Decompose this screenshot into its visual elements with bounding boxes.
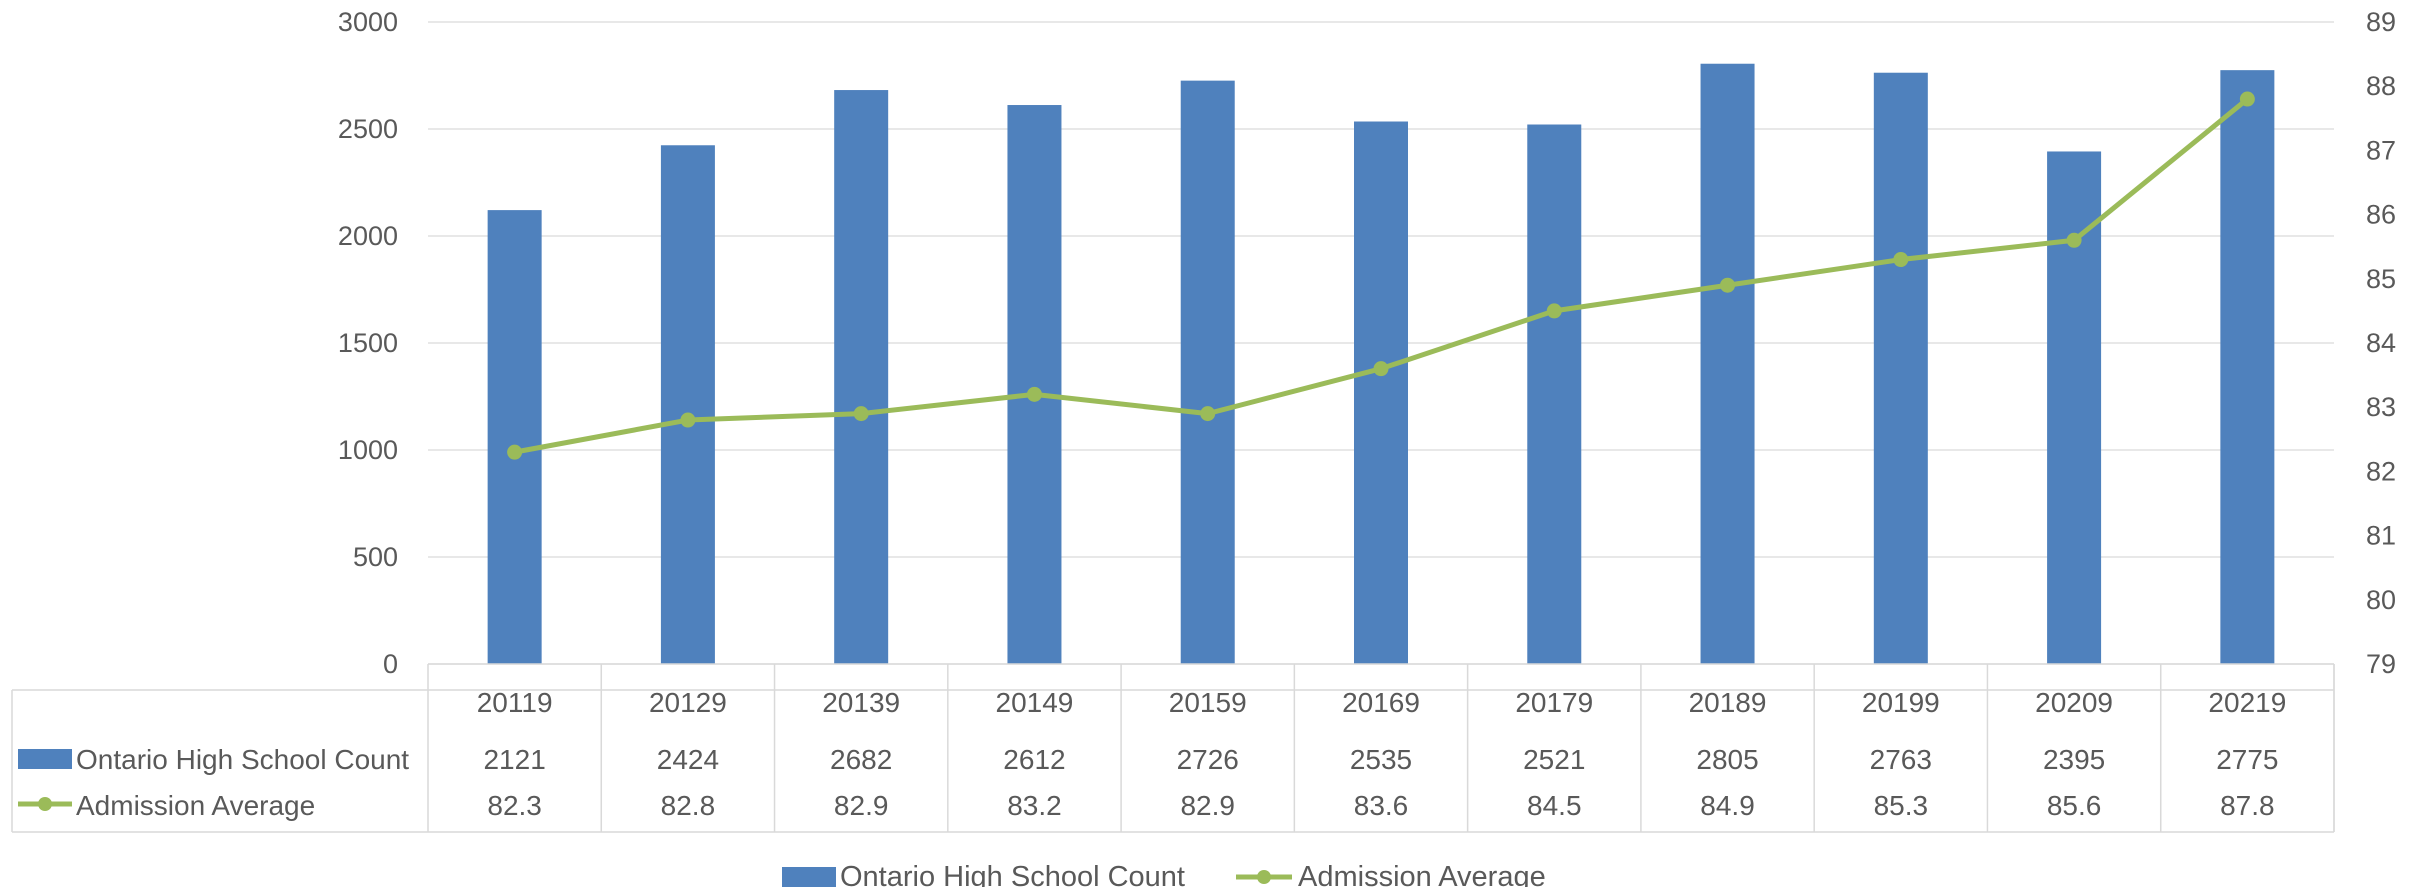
table-value: 87.8 <box>2220 790 2275 821</box>
legend-label: Ontario High School Count <box>840 861 1185 887</box>
table-value: 2775 <box>2216 744 2278 775</box>
table-value: 84.9 <box>1700 790 1755 821</box>
x-tick-label: 20209 <box>2035 687 2113 718</box>
line-point <box>680 412 696 428</box>
line-point <box>507 444 523 460</box>
y-tick-label: 500 <box>353 542 398 572</box>
table-value: 2121 <box>483 744 545 775</box>
table-value: 83.6 <box>1354 790 1409 821</box>
line-point <box>2239 91 2255 107</box>
legend: Ontario High School Count Admission Avera… <box>782 861 1546 887</box>
bar <box>487 210 542 664</box>
y2-tick-label: 82 <box>2366 456 2396 486</box>
bar <box>1007 105 1062 665</box>
y2-tick-label: 86 <box>2366 200 2396 230</box>
table-value: 85.6 <box>2047 790 2102 821</box>
x-tick-label: 20139 <box>822 687 900 718</box>
bar <box>2047 151 2102 665</box>
legend-label: Admission Average <box>1298 861 1546 887</box>
y-tick-label: 3000 <box>338 7 398 37</box>
line-point <box>1720 277 1736 293</box>
table-value: 82.9 <box>1180 790 1235 821</box>
table-row-label: Admission Average <box>76 790 315 821</box>
table-value: 82.9 <box>834 790 889 821</box>
table-value: 2726 <box>1177 744 1239 775</box>
table-value: 2682 <box>830 744 892 775</box>
y-tick-label: 1000 <box>338 435 398 465</box>
y2-tick-label: 85 <box>2366 264 2396 294</box>
bar <box>1700 63 1755 665</box>
y2-tick-label: 84 <box>2366 328 2396 358</box>
bar <box>1527 124 1582 665</box>
bar-series <box>487 63 2275 665</box>
bar <box>1354 121 1408 664</box>
line-point <box>1200 406 1216 422</box>
table-value: 2612 <box>1003 744 1065 775</box>
y-tick-label: 1500 <box>338 328 398 358</box>
legend-swatch-marker <box>1257 870 1271 884</box>
line-point <box>2066 232 2082 248</box>
line-point <box>1026 386 1042 402</box>
table-value: 82.8 <box>661 790 716 821</box>
table-value: 2535 <box>1350 744 1412 775</box>
line-series <box>507 91 2255 460</box>
table-row-label: Ontario High School Count <box>76 744 409 775</box>
data-table: 20119 20129 20139 20149 20159 20169 20179 20189… <box>11 663 2335 833</box>
legend-swatch-bar <box>782 867 836 887</box>
bar <box>1873 72 1928 664</box>
line-point <box>1546 303 1562 319</box>
y-tick-label: 0 <box>383 649 398 679</box>
line-point <box>1373 361 1389 377</box>
y2-tick-label: 87 <box>2366 135 2396 165</box>
table-key-marker <box>38 797 52 811</box>
x-tick-label: 20159 <box>1169 687 1247 718</box>
line-point <box>853 406 869 422</box>
y2-tick-label: 89 <box>2366 7 2396 37</box>
y2-tick-label: 80 <box>2366 585 2396 615</box>
x-tick-label: 20169 <box>1342 687 1420 718</box>
y2-tick-label: 88 <box>2366 71 2396 101</box>
x-tick-label: 20149 <box>996 687 1074 718</box>
table-value: 2395 <box>2043 744 2105 775</box>
table-value: 83.2 <box>1007 790 1062 821</box>
x-tick-label: 20219 <box>2208 687 2286 718</box>
x-tick-label: 20189 <box>1689 687 1767 718</box>
bar <box>2220 70 2275 664</box>
bar <box>834 90 889 664</box>
table-value: 2424 <box>657 744 719 775</box>
bar <box>1180 80 1235 665</box>
line-point <box>1893 252 1909 268</box>
bar <box>660 145 715 664</box>
table-value: 82.3 <box>487 790 542 821</box>
x-tick-label: 20199 <box>1862 687 1940 718</box>
y-tick-label: 2500 <box>338 114 398 144</box>
y-tick-label: 2000 <box>338 221 398 251</box>
y2-tick-label: 83 <box>2366 392 2396 422</box>
table-value: 2805 <box>1696 744 1758 775</box>
table-value: 2521 <box>1523 744 1585 775</box>
table-value: 84.5 <box>1527 790 1582 821</box>
left-axis: 0 500 1000 1500 2000 2500 3000 <box>338 7 398 679</box>
right-axis: 79 80 81 82 83 84 85 86 87 88 89 <box>2366 7 2396 679</box>
table-value: 85.3 <box>1874 790 1929 821</box>
y2-tick-label: 79 <box>2366 649 2396 679</box>
x-tick-label: 20179 <box>1515 687 1593 718</box>
table-value: 2763 <box>1870 744 1932 775</box>
x-tick-label: 20119 <box>477 687 553 718</box>
x-tick-label: 20129 <box>649 687 727 718</box>
table-key-bar <box>18 749 72 769</box>
y2-tick-label: 81 <box>2366 521 2396 551</box>
